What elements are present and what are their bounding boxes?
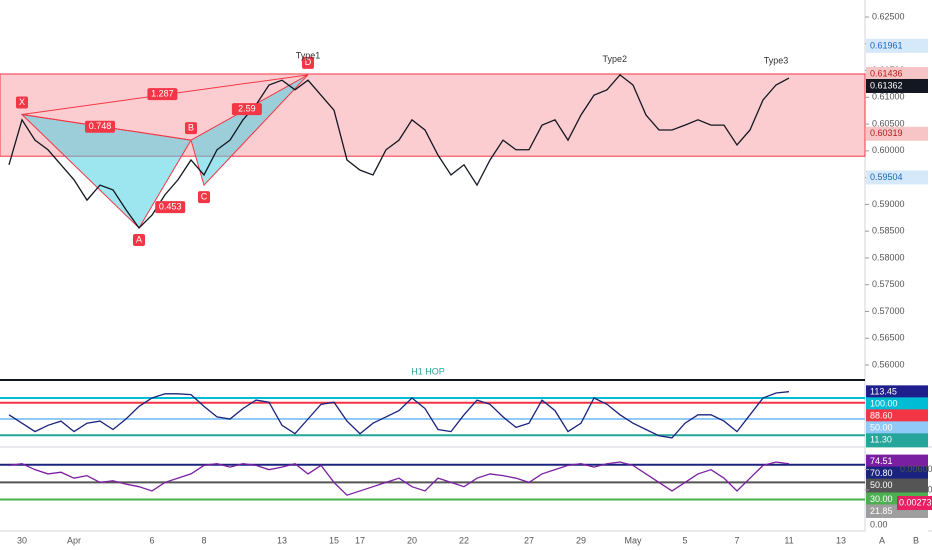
x-tick-label: 30	[17, 535, 27, 545]
x-tick-label: 17	[355, 535, 365, 545]
price-label: 100.00	[870, 399, 898, 409]
x-tick-label: 27	[524, 535, 534, 545]
x-tick-label: May	[624, 535, 642, 545]
type-label: Type2	[603, 54, 628, 64]
point-label: B	[188, 123, 194, 133]
footer-label: A	[879, 535, 885, 545]
price-label: 50.00	[870, 423, 893, 433]
x-tick-label: 7	[734, 535, 739, 545]
price-label: 11.30	[870, 435, 892, 445]
x-tick-label: 13	[277, 535, 287, 545]
price-line	[8, 73, 790, 229]
type-label: Type3	[764, 55, 789, 65]
price-label-box	[866, 517, 928, 532]
y2-label-box	[897, 496, 932, 511]
type-label: Type1	[296, 50, 321, 60]
price-label-box	[866, 454, 928, 469]
price-label: 70.80	[870, 468, 893, 478]
price-label-box	[866, 409, 928, 424]
point-label: C	[201, 191, 208, 201]
price-label-box	[866, 421, 928, 436]
price-label: 88.60	[870, 411, 893, 421]
price-label-box	[866, 397, 928, 412]
y2-tick-label: 0.00600	[900, 464, 932, 474]
price-label: 0.61961	[870, 40, 903, 50]
price-label: 0.00	[870, 519, 888, 529]
point-label-box	[198, 191, 210, 204]
y-tick-label: 0.61000	[872, 92, 905, 102]
x-tick-label: 8	[201, 535, 206, 545]
ratio-box	[147, 88, 178, 101]
price-label: 0.61436	[870, 68, 903, 78]
point-label: A	[136, 234, 142, 244]
price-label: 113.45	[870, 387, 897, 397]
point-label: D	[305, 57, 312, 67]
price-label-box	[866, 478, 928, 493]
y-tick-label: 0.58000	[872, 252, 905, 262]
y2-tick-label: 0.00400	[900, 484, 932, 494]
point-label-box	[185, 122, 197, 135]
point-label-box	[302, 56, 314, 69]
point-label: X	[19, 97, 25, 107]
price-label: 0.60319	[870, 128, 903, 138]
footer-label: B	[913, 535, 919, 545]
price-label: 0.61362	[870, 80, 903, 90]
x-tick-label: 29	[576, 535, 586, 545]
x-tick-label: 6	[149, 535, 154, 545]
price-label-box	[866, 385, 928, 400]
ratio-label: 0.748	[89, 121, 112, 131]
y-tick-label: 0.56500	[872, 333, 905, 343]
y-tick-label: 0.57500	[872, 279, 905, 289]
x-tick-label: Apr	[67, 535, 81, 545]
price-label-box	[866, 126, 928, 141]
x-tick-label: 13	[836, 535, 846, 545]
price-label-box	[866, 38, 928, 53]
y-tick-label: 0.62500	[872, 11, 905, 21]
price-label: 50.00	[870, 480, 893, 490]
x-tick-label: 20	[407, 535, 417, 545]
ratio-label: 0.453	[159, 201, 182, 211]
price-label: 30.00	[870, 494, 893, 504]
price-label: 74.51	[870, 456, 893, 466]
ratio-box	[231, 103, 262, 116]
x-tick-label: 22	[459, 535, 469, 545]
panel-title: H1 HOP	[411, 366, 445, 376]
x-tick-label: 11	[784, 535, 793, 545]
y2-label: 0.00273	[899, 497, 932, 507]
price-line	[8, 461, 790, 496]
price-label-box	[866, 466, 928, 481]
price-line	[8, 391, 790, 439]
price-label-box	[866, 170, 928, 185]
y-tick-label: 0.58500	[872, 226, 905, 236]
ratio-box	[155, 201, 186, 214]
price-label-box	[866, 66, 928, 81]
y-tick-label: 0.56000	[872, 359, 905, 369]
y-tick-label: 0.57000	[872, 306, 905, 316]
price-label-box	[866, 433, 928, 448]
price-label-box	[866, 78, 928, 93]
x-tick-label: 15	[329, 535, 339, 545]
y-tick-label: 0.60000	[872, 145, 905, 155]
ratio-label: 2.59	[238, 103, 256, 113]
y-tick-label: 0.60500	[872, 118, 905, 128]
x-tick-label: 5	[682, 535, 687, 545]
price-label: 21.85	[870, 506, 893, 516]
ratio-label: 1.287	[151, 88, 174, 98]
price-label: 0.59504	[870, 172, 903, 182]
ratio-box	[85, 120, 115, 133]
y-tick-label: 0.59000	[872, 199, 905, 209]
point-label-box	[16, 96, 28, 109]
point-label-box	[133, 233, 145, 246]
